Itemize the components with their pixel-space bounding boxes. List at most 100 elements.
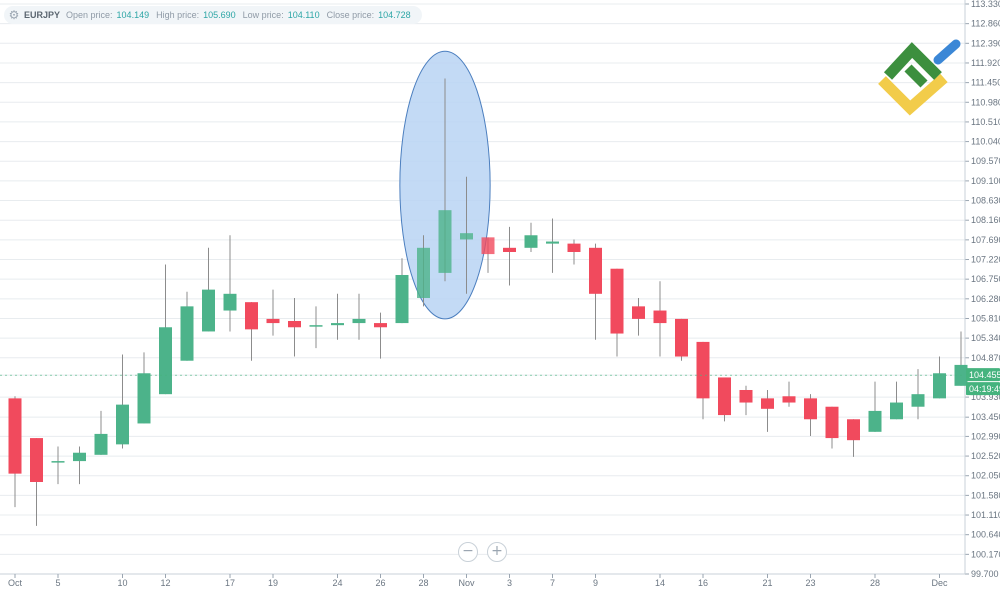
bearish-candle[interactable] — [8, 398, 22, 474]
bullish-candle[interactable] — [51, 461, 65, 463]
bullish-candle[interactable] — [116, 404, 129, 445]
x-tick-label: 10 — [117, 578, 127, 588]
bullish-candle[interactable] — [395, 274, 409, 324]
y-tick-label: 108.630 — [971, 196, 1000, 206]
bearish-candle[interactable] — [245, 302, 258, 330]
zoom-in-button[interactable]: + — [487, 542, 507, 562]
bearish-candle[interactable] — [804, 398, 817, 420]
x-tick-label: 23 — [805, 578, 815, 588]
y-tick-label: 108.160 — [971, 215, 1000, 225]
y-tick-label: 102.990 — [971, 431, 1000, 441]
settings-gear-icon[interactable]: ⚙ — [8, 8, 20, 22]
y-tick-label: 109.570 — [971, 156, 1000, 166]
bullish-candle[interactable] — [911, 394, 925, 407]
x-tick-label: Dec — [931, 578, 948, 588]
x-tick-label: 17 — [225, 578, 235, 588]
bullish-candle[interactable] — [137, 373, 151, 424]
x-tick-label: 19 — [268, 578, 278, 588]
bearish-candle[interactable] — [847, 419, 860, 441]
bullish-candle[interactable] — [180, 306, 194, 361]
countdown-badge-text: 04:19:49 — [969, 384, 1000, 394]
x-tick-label: 7 — [550, 578, 555, 588]
bearish-candle[interactable] — [503, 247, 516, 252]
countdown-badge — [966, 382, 1000, 396]
bearish-candle[interactable] — [30, 438, 43, 482]
y-tick-label: 105.810 — [971, 313, 1000, 323]
y-tick-label: 111.920 — [971, 58, 1000, 68]
bullish-candle[interactable] — [438, 210, 452, 273]
bullish-candle[interactable] — [73, 452, 86, 462]
x-tick-label: 21 — [762, 578, 772, 588]
bearish-candle[interactable] — [761, 398, 774, 409]
y-tick-label: 106.750 — [971, 274, 1000, 284]
bearish-candle[interactable] — [374, 323, 387, 328]
bullish-candle[interactable] — [223, 293, 237, 311]
low-price-value: 104.110 — [287, 10, 320, 20]
bearish-candle[interactable] — [266, 318, 280, 324]
bearish-candle[interactable] — [675, 318, 688, 357]
x-tick-label: 24 — [332, 578, 342, 588]
bullish-candle[interactable] — [94, 433, 108, 455]
y-tick-label: 104.870 — [971, 353, 1000, 363]
y-tick-label: 111.450 — [971, 78, 1000, 88]
x-tick-label: 26 — [375, 578, 385, 588]
y-tick-label: 110.980 — [971, 97, 1000, 107]
bearish-candle[interactable] — [288, 320, 301, 328]
bearish-candle[interactable] — [567, 243, 581, 252]
x-tick-label: 14 — [655, 578, 665, 588]
y-tick-label: 100.170 — [971, 549, 1000, 559]
symbol-label: EURJPY — [24, 10, 61, 20]
y-tick-label: 103.930 — [971, 392, 1000, 402]
brand-logo-icon — [878, 39, 961, 116]
y-tick-label: 105.340 — [971, 333, 1000, 343]
y-tick-label: 102.520 — [971, 451, 1000, 461]
bearish-candle[interactable] — [653, 310, 667, 324]
y-tick-label: 110.510 — [971, 117, 1000, 127]
bullish-candle[interactable] — [890, 402, 903, 420]
y-tick-label: 112.860 — [971, 19, 1000, 29]
bearish-candle[interactable] — [589, 247, 602, 294]
bearish-candle[interactable] — [739, 389, 753, 403]
y-tick-label: 107.220 — [971, 255, 1000, 265]
close-price-label: Close price: — [326, 10, 375, 20]
bullish-candle[interactable] — [331, 323, 344, 326]
bearish-candle[interactable] — [718, 377, 731, 416]
open-price-value: 104.149 — [116, 10, 150, 20]
y-tick-label: 113.330 — [971, 0, 1000, 9]
x-tick-label: 3 — [507, 578, 512, 588]
x-tick-label: 12 — [160, 578, 170, 588]
bullish-candle[interactable] — [460, 233, 473, 240]
bearish-candle[interactable] — [825, 406, 839, 439]
y-tick-label: 103.450 — [971, 412, 1000, 422]
bearish-candle[interactable] — [610, 268, 624, 334]
bullish-candle[interactable] — [933, 373, 946, 399]
bullish-candle[interactable] — [352, 318, 366, 324]
y-tick-label: 107.690 — [971, 235, 1000, 245]
bearish-candle[interactable] — [632, 306, 645, 319]
price-badge-text: 104.455 — [969, 370, 1000, 380]
x-tick-label: 5 — [55, 578, 60, 588]
price-badge — [966, 368, 1000, 382]
bullish-candle[interactable] — [868, 410, 882, 432]
bullish-candle[interactable] — [202, 289, 215, 332]
bearish-candle[interactable] — [782, 396, 796, 403]
bullish-candle[interactable] — [546, 241, 559, 244]
open-price-label: Open price: — [66, 10, 113, 20]
close-price-value: 104.728 — [378, 10, 411, 20]
y-tick-label: 99.700 — [971, 569, 999, 579]
bullish-candle[interactable] — [524, 235, 538, 248]
zoom-out-button[interactable]: − — [458, 542, 478, 562]
high-price-label: High price: — [156, 10, 200, 20]
bearish-candle[interactable] — [696, 341, 710, 399]
x-tick-label: Nov — [458, 578, 475, 588]
y-tick-label: 102.050 — [971, 471, 1000, 481]
x-tick-label: 28 — [870, 578, 880, 588]
bullish-candle[interactable] — [309, 325, 323, 327]
bullish-candle[interactable] — [417, 247, 430, 298]
bullish-candle[interactable] — [159, 327, 172, 395]
x-tick-label: Oct — [8, 578, 23, 588]
x-tick-label: 9 — [593, 578, 598, 588]
bearish-candle[interactable] — [481, 237, 495, 255]
high-price-value: 105.690 — [203, 10, 236, 20]
